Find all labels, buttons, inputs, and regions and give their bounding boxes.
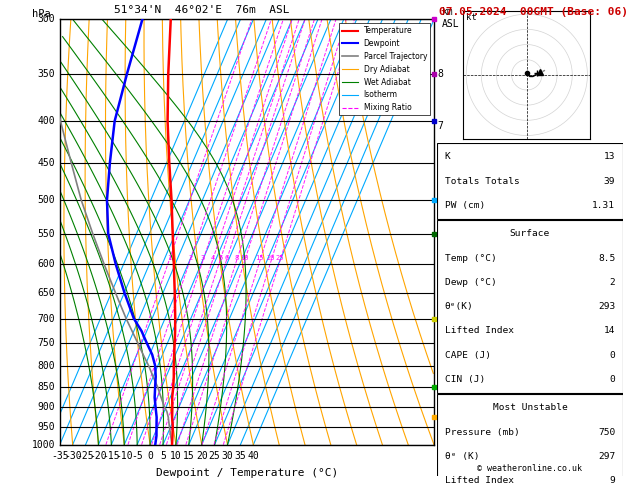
Text: 950: 950 [38,421,55,432]
Text: 350: 350 [38,69,55,79]
Text: ASL: ASL [442,19,459,29]
Text: 20: 20 [267,255,276,261]
Text: 7: 7 [437,122,443,131]
Text: 2: 2 [437,359,443,369]
Text: 4: 4 [211,255,214,261]
Text: 400: 400 [38,116,55,126]
Text: θᵉ(K): θᵉ(K) [445,302,474,311]
Text: 0: 0 [610,351,615,360]
Text: 5: 5 [437,222,443,231]
Text: ¹LCL: ¹LCL [437,407,457,416]
Text: 15: 15 [183,451,195,461]
Text: Surface: Surface [510,229,550,238]
Text: CAPE (J): CAPE (J) [445,351,491,360]
Text: 8.5: 8.5 [598,254,615,262]
Text: 700: 700 [38,313,55,324]
Text: 15: 15 [255,255,264,261]
Text: 3: 3 [201,255,205,261]
Text: 1: 1 [437,402,443,412]
Text: 30: 30 [221,451,233,461]
Text: -25: -25 [77,451,94,461]
Text: 13: 13 [604,152,615,161]
Text: hPa: hPa [31,9,50,19]
Text: K: K [445,152,450,161]
Text: 650: 650 [38,288,55,297]
Text: 10: 10 [170,451,182,461]
Text: 20: 20 [196,451,208,461]
Text: -5: -5 [131,451,143,461]
Text: 800: 800 [38,361,55,371]
Text: 900: 900 [38,402,55,413]
Text: -20: -20 [90,451,108,461]
Text: kt: kt [466,13,477,22]
Text: 25: 25 [209,451,221,461]
Text: -30: -30 [64,451,82,461]
Text: -10: -10 [116,451,133,461]
Text: 300: 300 [38,15,55,24]
Text: 850: 850 [38,382,55,392]
Text: 1: 1 [167,255,172,261]
Text: Lifted Index: Lifted Index [445,476,513,486]
Text: Temp (°C): Temp (°C) [445,254,496,262]
Text: Most Unstable: Most Unstable [493,403,567,412]
Text: 600: 600 [38,259,55,269]
Text: 8: 8 [235,255,239,261]
Text: -35: -35 [51,451,69,461]
Text: Dewpoint / Temperature (°C): Dewpoint / Temperature (°C) [156,468,338,478]
Text: 6: 6 [437,172,443,182]
Text: 35: 35 [235,451,247,461]
Text: Pressure (mb): Pressure (mb) [445,428,520,436]
Text: 10: 10 [240,255,249,261]
Text: 450: 450 [38,157,55,168]
Text: 550: 550 [38,228,55,239]
Text: 8: 8 [437,69,443,79]
Text: 14: 14 [604,327,615,335]
Legend: Temperature, Dewpoint, Parcel Trajectory, Dry Adiabat, Wet Adiabat, Isotherm, Mi: Temperature, Dewpoint, Parcel Trajectory… [339,23,430,115]
Text: 293: 293 [598,302,615,311]
Text: Totals Totals: Totals Totals [445,176,520,186]
Text: 750: 750 [598,428,615,436]
Text: 39: 39 [604,176,615,186]
Text: -15: -15 [103,451,120,461]
Text: 0: 0 [610,375,615,384]
Text: 07.05.2024  00GMT (Base: 06): 07.05.2024 00GMT (Base: 06) [439,7,628,17]
Text: θᵉ (K): θᵉ (K) [445,452,479,461]
Text: 9: 9 [610,476,615,486]
Text: 0: 0 [147,451,153,461]
Text: 6: 6 [225,255,228,261]
Bar [437,143,623,219]
Text: 5: 5 [160,451,166,461]
Text: Mixing Ratio (g/kg): Mixing Ratio (g/kg) [467,181,476,283]
Text: 500: 500 [38,195,55,205]
Text: 3: 3 [437,314,443,324]
Text: 750: 750 [38,338,55,348]
Text: 5: 5 [218,255,222,261]
Bar [437,220,623,393]
Text: 25: 25 [276,255,284,261]
Text: 4: 4 [437,269,443,278]
Text: km: km [442,7,454,17]
Text: 297: 297 [598,452,615,461]
Text: 1000: 1000 [31,440,55,450]
Bar [437,394,623,486]
Text: 2: 2 [188,255,192,261]
Text: 51°34'N  46°02'E  76m  ASL: 51°34'N 46°02'E 76m ASL [114,5,290,15]
Text: © weatheronline.co.uk: © weatheronline.co.uk [477,464,582,473]
Text: 1.31: 1.31 [593,201,615,210]
Text: 2: 2 [610,278,615,287]
Text: Lifted Index: Lifted Index [445,327,513,335]
Text: Dewp (°C): Dewp (°C) [445,278,496,287]
Text: CIN (J): CIN (J) [445,375,485,384]
Text: PW (cm): PW (cm) [445,201,485,210]
Text: 40: 40 [247,451,259,461]
